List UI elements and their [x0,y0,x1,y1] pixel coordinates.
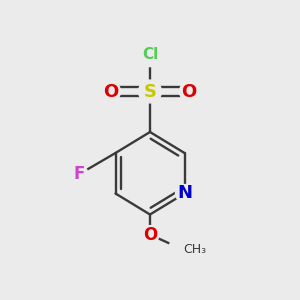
Circle shape [141,226,159,244]
Text: F: F [74,165,85,183]
Text: S: S [143,82,157,100]
Circle shape [179,82,199,101]
Text: O: O [143,226,157,244]
Text: O: O [103,82,118,100]
Text: O: O [182,82,196,100]
Circle shape [169,235,197,264]
Circle shape [101,82,121,101]
Circle shape [137,41,163,67]
Circle shape [176,184,194,202]
Text: CH₃: CH₃ [183,243,206,256]
Text: Cl: Cl [142,46,158,62]
Circle shape [71,166,88,182]
Circle shape [139,80,161,103]
Text: N: N [177,184,192,202]
